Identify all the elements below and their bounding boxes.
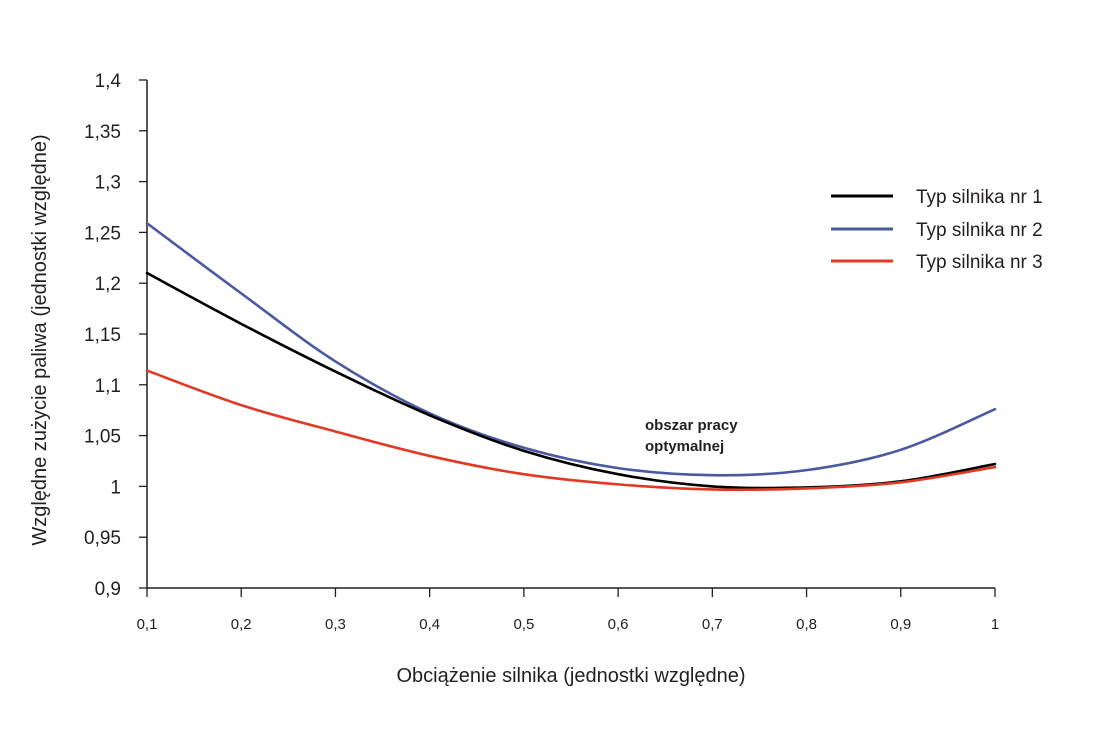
axes: 0,9 0,95 1 1,05 1,1 1,15 1,2 1,25 1,3 1,35 1,4 0,1 0… [84, 71, 999, 633]
y-tick-label: 1,15 [84, 325, 121, 346]
x-tick-label: 0,2 [231, 616, 252, 633]
x-tick-label: 0,9 [890, 616, 911, 633]
y-tick-label: 1,05 [84, 427, 121, 448]
x-tick-label: 0,4 [419, 616, 440, 633]
series-lines [145, 221, 997, 492]
y-tick-label: 1,2 [95, 274, 121, 295]
x-tick-label: 0,8 [796, 616, 817, 633]
legend-label-1: Typ silnika nr 1 [916, 187, 1043, 208]
y-tick-label: 1 [110, 477, 121, 498]
x-tick-label: 0,1 [137, 616, 158, 633]
series-line-3 [145, 369, 997, 492]
y-tick-label: 1,35 [84, 122, 121, 143]
x-tick-label: 0,7 [702, 616, 723, 633]
x-tick-label: 1 [991, 616, 999, 633]
series-line-2 [145, 221, 997, 477]
series-line-1 [145, 271, 997, 490]
legend-label-2: Typ silnika nr 2 [916, 220, 1043, 241]
x-axis-title: Obciążenie silnika (jednostki względne) [396, 665, 745, 687]
legend-label-3: Typ silnika nr 3 [916, 252, 1043, 273]
y-tick-label: 1,3 [95, 173, 121, 194]
y-tick-label: 1,25 [84, 223, 121, 244]
annotation-optimal-region: obszar pracy optymalnej [645, 417, 738, 455]
y-tick-label: 0,95 [84, 528, 121, 549]
x-tick-label: 0,5 [513, 616, 534, 633]
x-tick-label: 0,6 [608, 616, 629, 633]
x-tick-label: 0,3 [325, 616, 346, 633]
y-axis-title: Względne zużycie paliwa (jednostki wzglę… [29, 134, 51, 545]
legend: Typ silnika nr 1 Typ silnika nr 2 Typ siln… [831, 187, 1043, 273]
annotations: obszar pracy optymalnej [645, 417, 738, 455]
y-tick-label: 1,1 [95, 376, 121, 397]
y-tick-label: 1,4 [95, 71, 122, 92]
y-tick-label: 0,9 [95, 579, 121, 600]
